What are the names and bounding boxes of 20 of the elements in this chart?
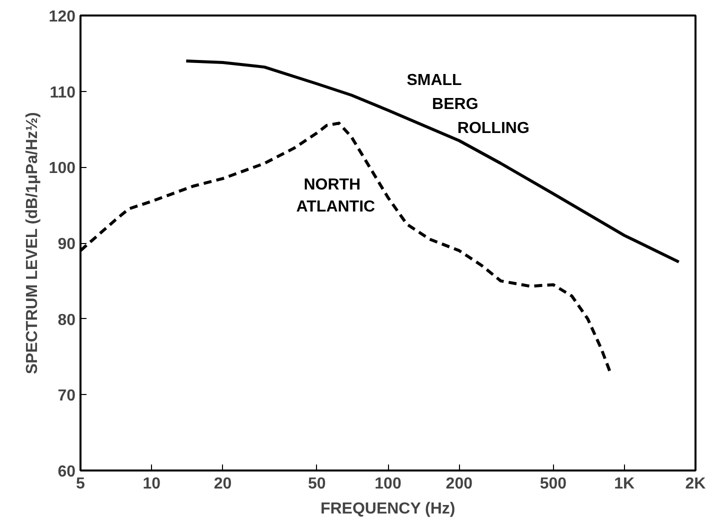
y-tick-label: 110 (50, 84, 76, 102)
y-tick-label: 100 (48, 160, 76, 178)
x-tick-label: 500 (540, 476, 567, 492)
y-tick-label: 80 (58, 312, 76, 329)
y-axis-title: SPECTRUM LEVEL (dB/1μPa/Hz½) (24, 112, 41, 374)
y-tick-label: 70 (58, 388, 76, 405)
x-tick-label: 100 (374, 476, 402, 492)
x-tick-label: 5 (76, 476, 86, 492)
x-tick-label: 20 (214, 476, 232, 492)
x-axis-title: FREQUENCY (Hz) (320, 500, 456, 518)
x-tick-label: 10 (142, 476, 161, 492)
series-label: NORTH ATLANTIC (296, 176, 376, 216)
x-tick-label: 2K (685, 476, 706, 492)
series-label: SMALL BERG ROLLING (406, 72, 530, 138)
x-tick-label: 1K (614, 476, 636, 492)
y-tick-label: 120 (48, 8, 76, 26)
y-tick-label: 90 (58, 236, 76, 253)
x-tick-label: 50 (308, 476, 326, 492)
x-tick-label: 200 (446, 476, 473, 492)
y-tick-label: 60 (58, 464, 76, 480)
